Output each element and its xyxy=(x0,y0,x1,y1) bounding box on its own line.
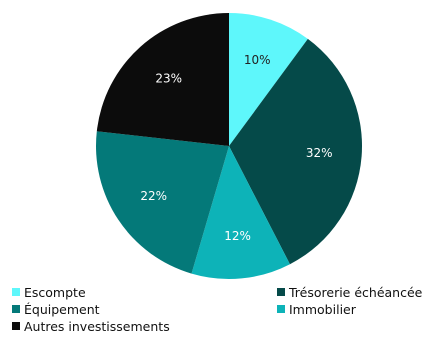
data-label-3: 22% xyxy=(140,189,167,203)
chart-legend: Escompte Trésorerie échéancée Équipement Im… xyxy=(12,285,423,334)
pie-slice-1 xyxy=(229,38,363,265)
legend-swatch-0 xyxy=(12,288,20,296)
legend-label-3: Immobilier xyxy=(289,302,357,317)
legend-item-4: Autres investissements xyxy=(12,319,170,334)
legend-label-2: Équipement xyxy=(24,302,100,317)
legend-item-3: Immobilier xyxy=(277,302,357,317)
legend-swatch-2 xyxy=(12,305,20,313)
legend-label-4: Autres investissements xyxy=(24,319,170,334)
pie-data-labels: 10% 32% 12% 22% 23% xyxy=(140,53,332,243)
pie-slice-4 xyxy=(96,13,229,146)
data-label-2: 12% xyxy=(224,229,251,243)
pie-slice-2 xyxy=(191,146,290,279)
legend-item-2: Équipement xyxy=(12,302,100,317)
pie-slice-3 xyxy=(96,131,230,274)
data-label-1: 32% xyxy=(306,146,333,160)
legend-item-1: Trésorerie échéancée xyxy=(277,285,423,300)
pie-slices xyxy=(96,13,363,279)
legend-item-0: Escompte xyxy=(12,285,86,300)
legend-label-1: Trésorerie échéancée xyxy=(288,285,423,300)
pie-slice-0 xyxy=(229,13,308,146)
legend-label-0: Escompte xyxy=(24,285,86,300)
legend-swatch-4 xyxy=(12,322,20,330)
data-label-0: 10% xyxy=(244,53,271,67)
legend-swatch-3 xyxy=(277,305,285,313)
data-label-4: 23% xyxy=(155,72,182,86)
legend-swatch-1 xyxy=(277,288,285,296)
